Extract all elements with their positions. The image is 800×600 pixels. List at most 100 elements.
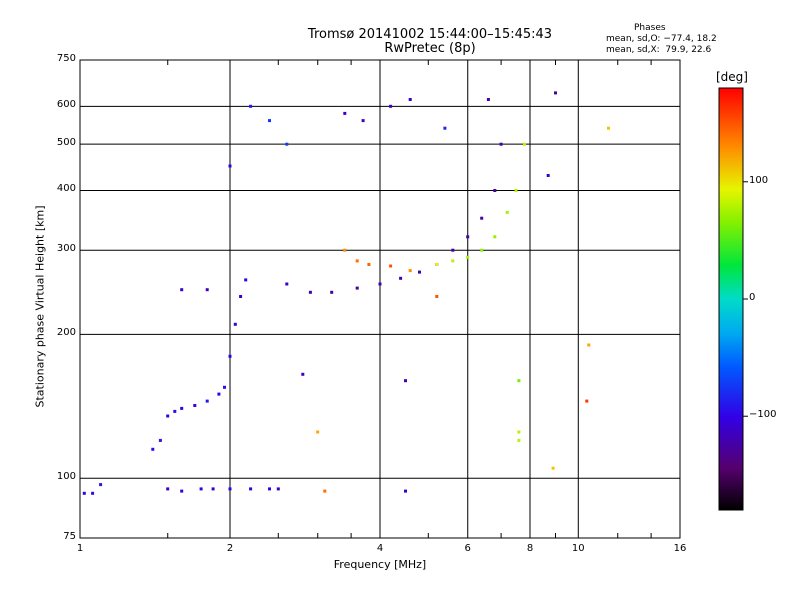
x-axis-label: Frequency [MHz] xyxy=(333,558,427,571)
data-point xyxy=(443,126,447,130)
data-point xyxy=(355,286,359,290)
y-tick-label: 500 xyxy=(56,137,76,149)
data-point xyxy=(493,189,497,192)
data-point xyxy=(435,263,439,266)
data-point xyxy=(554,91,557,95)
data-point xyxy=(323,489,327,493)
data-point xyxy=(451,248,455,252)
data-point xyxy=(418,270,421,274)
data-point xyxy=(480,248,484,252)
data-point xyxy=(268,119,271,123)
data-point xyxy=(378,282,382,286)
data-point xyxy=(268,487,271,491)
x-tick-label: 16 xyxy=(673,543,687,554)
colorbar xyxy=(718,87,744,511)
data-point xyxy=(199,487,203,491)
data-point xyxy=(451,259,455,263)
data-point xyxy=(585,399,589,403)
data-point xyxy=(249,104,253,108)
data-point xyxy=(244,278,248,282)
data-point xyxy=(285,282,289,286)
data-point xyxy=(551,466,555,470)
data-point xyxy=(466,235,470,239)
data-point xyxy=(180,489,184,493)
phases-o-stats: mean, sd,O: −77.4, 18.2 xyxy=(606,34,717,44)
data-point xyxy=(228,487,232,491)
data-point xyxy=(523,142,526,146)
data-point xyxy=(228,354,232,358)
y-tick-label: 100 xyxy=(56,471,76,483)
data-point xyxy=(151,447,155,451)
x-tick-label: 8 xyxy=(526,543,534,554)
data-point xyxy=(607,126,610,130)
data-point xyxy=(367,263,371,266)
data-point xyxy=(223,385,226,389)
data-point xyxy=(316,430,320,434)
data-point xyxy=(466,255,470,259)
data-point xyxy=(99,483,103,487)
data-point xyxy=(330,290,334,294)
y-tick-label: 200 xyxy=(56,327,76,339)
data-point xyxy=(486,98,490,101)
x-tick-label: 6 xyxy=(464,543,471,554)
data-point xyxy=(587,343,591,347)
data-point xyxy=(343,111,347,115)
colorbar-tick-label: 0 xyxy=(749,292,756,303)
data-point xyxy=(408,98,412,101)
data-point xyxy=(514,189,518,192)
data-point xyxy=(173,409,177,413)
data-point xyxy=(404,379,407,383)
x-tick-label: 10 xyxy=(571,543,585,554)
data-point xyxy=(228,164,232,168)
chart-title: Tromsø 20141002 15:44:00–15:45:43 xyxy=(307,27,553,42)
data-point xyxy=(193,404,197,407)
data-point xyxy=(505,210,509,214)
x-tick-label: 2 xyxy=(226,543,234,554)
colorbar-tick-label: 100 xyxy=(749,174,769,186)
data-point xyxy=(435,295,439,298)
data-point xyxy=(355,259,359,263)
y-tick-label: 75 xyxy=(63,531,76,542)
data-point xyxy=(493,235,497,239)
x-tick-label: 4 xyxy=(376,543,384,554)
data-point xyxy=(389,104,393,108)
y-tick-label: 750 xyxy=(56,53,76,64)
data-point xyxy=(82,491,86,495)
y-axis-label: Stationary phase Virtual Height [km] xyxy=(33,205,47,408)
data-point xyxy=(180,406,184,410)
data-point xyxy=(205,288,209,292)
phases-title: Phases xyxy=(634,23,666,33)
data-point xyxy=(546,174,550,177)
data-point xyxy=(166,414,170,418)
data-point xyxy=(180,288,184,292)
data-point xyxy=(249,487,253,491)
data-point xyxy=(499,142,503,146)
data-point xyxy=(399,276,403,280)
data-point xyxy=(389,264,393,268)
data-point xyxy=(217,392,221,396)
data-point xyxy=(480,216,484,220)
data-point xyxy=(166,487,170,491)
x-tick-label: 1 xyxy=(76,543,84,554)
colorbar-tick-label: −100 xyxy=(749,409,777,421)
data-point xyxy=(276,487,280,491)
y-tick-label: 400 xyxy=(56,183,76,195)
data-point xyxy=(404,489,407,493)
data-point xyxy=(308,290,312,294)
data-point xyxy=(517,430,521,434)
chart-subtitle: RwPretec (8p) xyxy=(384,41,476,56)
y-tick-label: 300 xyxy=(56,243,76,255)
data-point xyxy=(517,438,521,442)
data-point xyxy=(239,295,243,298)
data-point xyxy=(343,248,347,252)
data-point xyxy=(91,491,95,495)
data-point xyxy=(211,487,215,491)
data-point xyxy=(158,438,162,442)
colorbar-unit-label: [deg] xyxy=(716,70,748,84)
data-point xyxy=(361,119,365,123)
data-point xyxy=(285,142,289,146)
data-point xyxy=(205,399,209,403)
data-point xyxy=(517,379,521,383)
data-point xyxy=(233,322,237,326)
